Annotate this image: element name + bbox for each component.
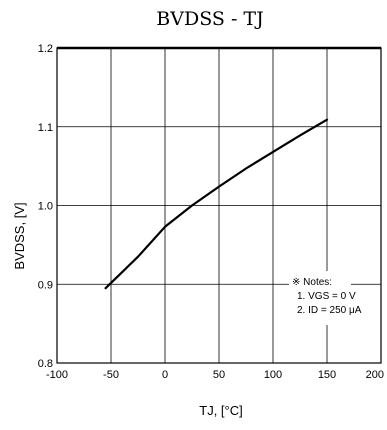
- notes-background: [289, 271, 351, 325]
- y-tick-label: 1.1: [38, 122, 53, 134]
- series-group: [104, 118, 329, 290]
- notes-line-2: 2. ID = 250 μA: [297, 305, 362, 316]
- x-tick-label: 50: [213, 369, 225, 381]
- notes-line-1: 1. VGS = 0 V: [297, 291, 356, 302]
- x-tick-label: 150: [318, 369, 336, 381]
- chart-title: BVDSS - TJ: [156, 8, 263, 30]
- tick-labels: -100 -50 0 50 100 150 200 0.8 0.9 1.0 1.1 1.2: [38, 43, 384, 381]
- y-axis-label: BVDSS, [V]: [12, 202, 27, 269]
- x-tick-label: -50: [103, 369, 119, 381]
- chart-title-group: BVDSS - TJ: [156, 8, 263, 30]
- x-axis-label: TJ, [°C]: [199, 403, 242, 418]
- y-tick-label: 1.0: [38, 201, 53, 213]
- y-tick-label: 0.8: [38, 358, 53, 370]
- series-line-0: [104, 118, 329, 290]
- notes-annotation: ※ Notes: 1. VGS = 0 V 2. ID = 250 μA: [289, 271, 362, 325]
- axis-labels: TJ, [°C] BVDSS, [V]: [12, 202, 243, 418]
- y-tick-label: 0.9: [38, 279, 53, 291]
- x-tick-label: -100: [46, 369, 68, 381]
- y-tick-label: 1.2: [38, 43, 53, 55]
- notes-heading: ※ Notes:: [292, 277, 332, 288]
- plot-frame-group: [56, 46, 382, 364]
- x-tick-label: 100: [264, 369, 282, 381]
- x-tick-label: 0: [162, 369, 168, 381]
- x-tick-label: 200: [366, 369, 384, 381]
